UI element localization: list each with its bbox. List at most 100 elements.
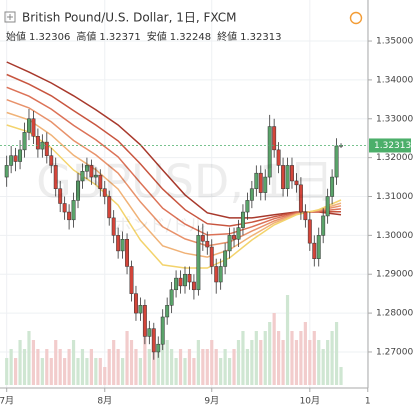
candle-body	[183, 273, 187, 287]
candle-body	[22, 132, 27, 151]
volume-bar	[9, 349, 13, 385]
volume-bar	[85, 358, 89, 385]
candle-body	[298, 184, 303, 213]
volume-bar	[80, 349, 85, 385]
alert-icon[interactable]	[349, 11, 363, 25]
candle-body	[76, 180, 80, 201]
candle-body	[102, 188, 107, 197]
volume-bar	[138, 358, 143, 385]
y-tick-label: 1.35000	[376, 37, 413, 47]
candle-body	[267, 126, 272, 178]
moving-average	[6, 61, 342, 219]
y-tick-label: 1.28000	[376, 309, 413, 319]
volume-bar	[178, 349, 183, 385]
x-tick-label: 7月	[0, 396, 14, 407]
candle-body	[49, 155, 54, 166]
candle-body	[125, 239, 129, 267]
volume-bar	[94, 358, 98, 385]
candle-body	[58, 188, 63, 204]
volume-bar	[303, 322, 307, 385]
volume-bar	[54, 340, 58, 385]
volume-bar	[45, 349, 49, 385]
candle-body	[223, 250, 228, 267]
y-tick-label: 1.27000	[376, 347, 413, 357]
volume-bar	[31, 340, 36, 385]
volume-bar	[312, 331, 316, 385]
volume-bar	[147, 349, 151, 385]
candle-body	[303, 211, 308, 221]
candle-body	[334, 145, 339, 178]
volume-bar	[259, 340, 263, 385]
candle-body	[169, 289, 174, 306]
candle-body	[27, 118, 31, 133]
volume-bar	[129, 340, 134, 385]
x-tick-label: 1	[365, 397, 371, 407]
candle-body	[200, 235, 205, 242]
volume-bar	[107, 349, 111, 385]
candle-body	[209, 246, 214, 267]
volume-bar	[339, 367, 343, 385]
x-tick-label: 10月	[300, 396, 320, 407]
volume-bar	[36, 349, 40, 385]
moving-average	[6, 73, 341, 227]
candle-body	[129, 266, 134, 294]
volume-bar	[317, 340, 321, 385]
expand-icon[interactable]	[4, 11, 16, 23]
volume-bar	[67, 349, 71, 385]
volume-bar	[241, 331, 245, 385]
volume-bar	[334, 322, 339, 385]
candle-body	[165, 305, 170, 318]
volume-bar	[250, 340, 254, 385]
candle-body	[18, 149, 23, 162]
candle-body	[142, 305, 147, 337]
candle-body	[272, 126, 277, 151]
moving-average	[6, 98, 342, 247]
volume-bar	[134, 349, 138, 385]
volume-bar	[254, 331, 258, 385]
candle-body	[285, 165, 290, 189]
ohlc-value: 1.32306	[29, 32, 70, 43]
candle-body	[249, 188, 254, 201]
watermark: GBPUSD, 1日	[36, 155, 334, 209]
volume-bar	[330, 331, 334, 385]
candle-body	[84, 165, 89, 172]
candle-body	[9, 155, 14, 166]
ohlc-label: 終値	[217, 30, 237, 43]
volume-bar	[58, 349, 62, 385]
volume-bar	[263, 331, 267, 385]
volume-bar	[205, 349, 209, 385]
volume-bar	[27, 331, 31, 385]
x-tick-label: 8月	[97, 396, 112, 407]
candle-body	[4, 165, 9, 178]
volume-bar	[112, 340, 116, 385]
volume-bar	[294, 340, 299, 385]
volume-bar	[219, 358, 223, 385]
candle-body	[214, 266, 219, 283]
candle-body	[147, 328, 152, 337]
volume-bar	[232, 349, 236, 385]
volume-bar	[170, 349, 174, 385]
candle-body	[138, 305, 143, 314]
volume-bar	[245, 349, 250, 385]
candle-body	[98, 174, 103, 189]
volume-bar	[89, 349, 93, 385]
candle-body	[67, 211, 72, 221]
volume-bar	[183, 358, 187, 385]
volume-bar	[326, 340, 330, 385]
candle-body	[35, 136, 40, 150]
candle-body	[276, 149, 281, 166]
candle-body	[218, 266, 223, 283]
candle-body	[316, 235, 321, 259]
ohlc-label: 安値	[147, 30, 167, 43]
volume-bar	[277, 331, 281, 385]
candle-body	[156, 343, 161, 353]
volume-bar	[5, 358, 9, 385]
candle-body	[294, 180, 299, 186]
candle-body	[281, 165, 286, 189]
volume-bar	[210, 340, 214, 385]
volume-bar	[49, 358, 53, 385]
candle-body	[31, 118, 36, 137]
candle-body	[245, 200, 250, 213]
candle-body	[312, 242, 317, 259]
candle-body	[258, 172, 263, 193]
